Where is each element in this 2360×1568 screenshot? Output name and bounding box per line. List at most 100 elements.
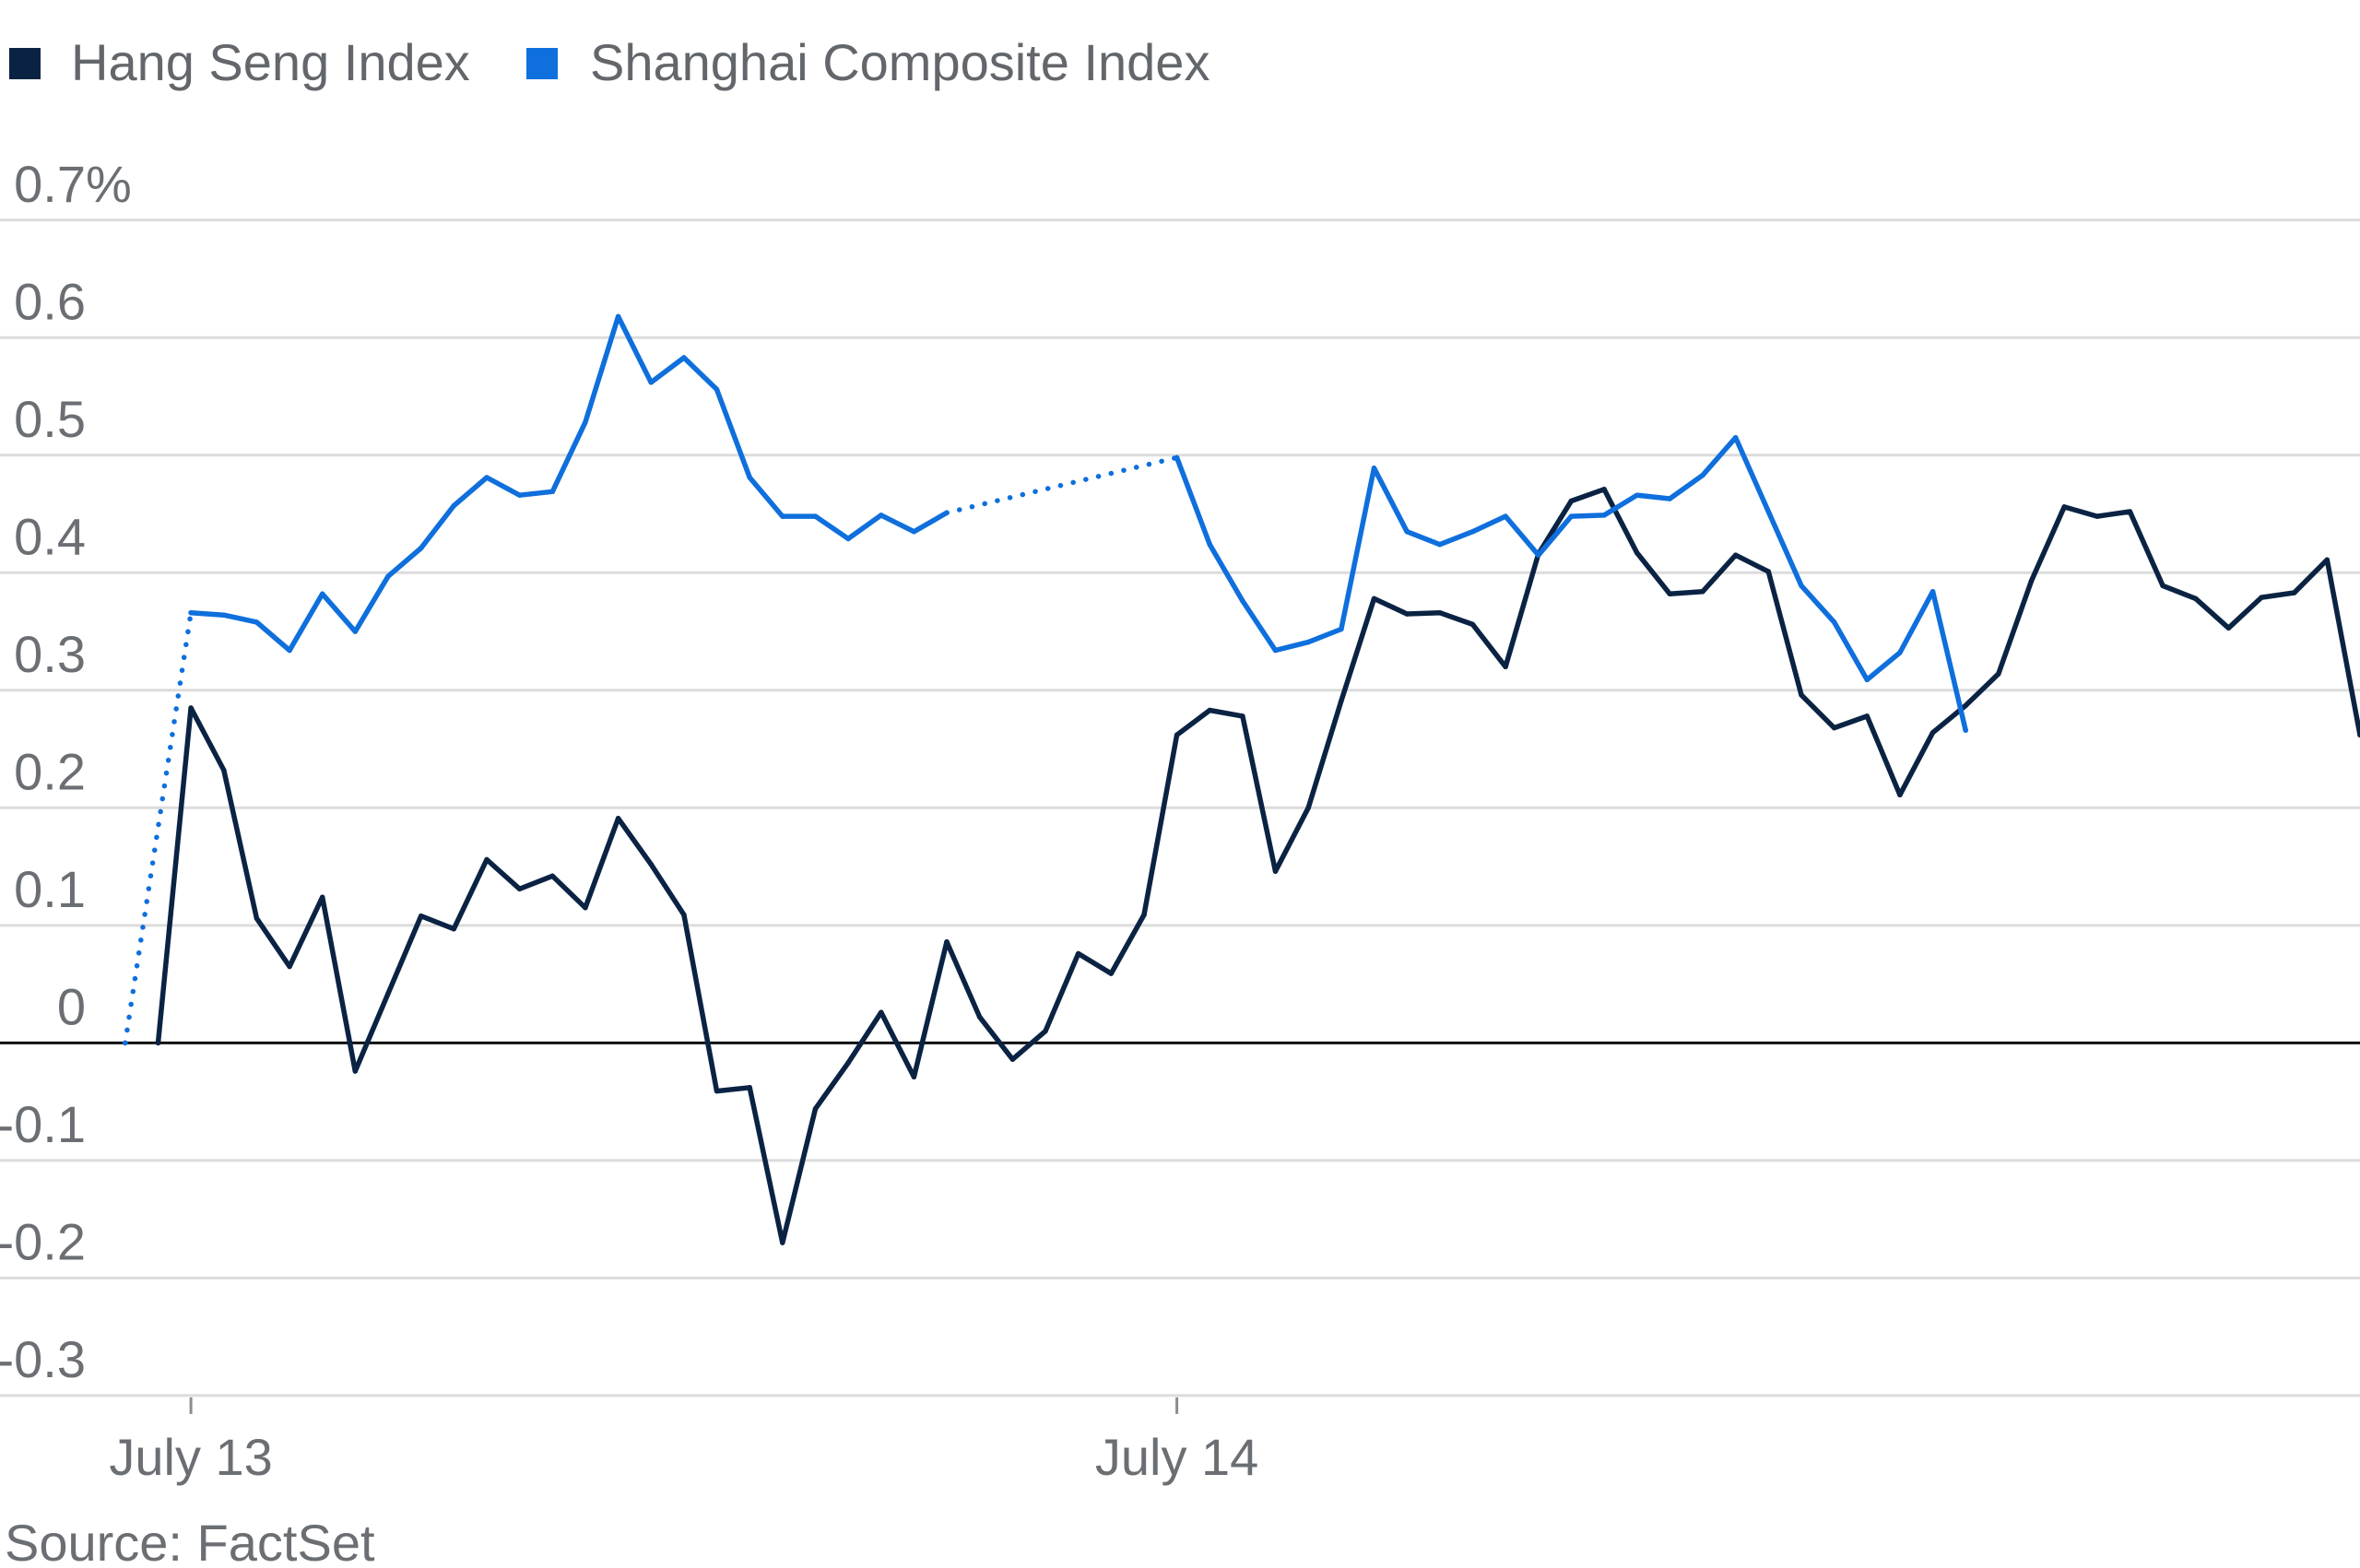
hang-seng-index-data-point bbox=[2028, 578, 2035, 584]
legend: Hang Seng Index Shanghai Composite Index bbox=[9, 33, 1210, 91]
gridlines bbox=[0, 218, 2360, 1397]
hang-seng-index-data-point bbox=[2324, 557, 2330, 563]
shanghai-composite-index-data-point bbox=[1799, 583, 1804, 589]
shanghai-composite-index-series bbox=[123, 313, 1968, 1046]
source-note: Source: FactSet bbox=[5, 1514, 375, 1568]
hang-seng-index-line bbox=[155, 487, 2360, 1245]
hang-seng-index-data-point bbox=[1141, 912, 1147, 918]
legend-label-hang-seng-index: Hang Seng Index bbox=[71, 33, 470, 91]
x-tick-label: July 14 bbox=[1095, 1428, 1258, 1486]
hang-seng-index-data-point bbox=[319, 894, 325, 901]
hang-seng-index-data-point bbox=[1305, 805, 1311, 811]
hang-seng-index-data-point bbox=[1799, 692, 1804, 698]
hang-seng-index-data-point bbox=[648, 861, 654, 867]
hang-seng-index-data-point bbox=[1996, 671, 2001, 677]
shanghai-composite-index-data-point bbox=[516, 492, 523, 498]
shanghai-composite-index-data-point bbox=[944, 510, 950, 516]
shanghai-composite-index-data-point bbox=[549, 489, 556, 495]
shanghai-composite-index-data-point bbox=[451, 502, 457, 509]
hang-seng-index-data-point bbox=[1469, 621, 1476, 628]
shanghai-composite-index-data-point bbox=[418, 545, 424, 551]
shanghai-composite-index-data-point bbox=[1568, 513, 1575, 519]
hang-seng-index-data-point bbox=[155, 1040, 161, 1046]
shanghai-composite-index-data-point bbox=[1404, 528, 1410, 535]
shanghai-composite-index-line bbox=[1174, 434, 1968, 733]
shanghai-composite-index-data-point bbox=[1864, 677, 1870, 683]
shanghai-composite-index-data-point bbox=[1339, 626, 1344, 632]
hang-seng-index-data-point bbox=[352, 1068, 359, 1074]
shanghai-composite-index-data-point bbox=[1174, 454, 1180, 461]
legend-item-hang-seng-index: Hang Seng Index bbox=[9, 33, 470, 91]
shanghai-composite-index-data-point bbox=[1963, 727, 1968, 733]
shanghai-composite-index-data-point bbox=[1536, 552, 1541, 558]
hang-seng-index-data-point bbox=[1700, 588, 1705, 595]
shanghai-composite-index-data-point bbox=[1897, 650, 1903, 655]
hang-seng-index-data-point bbox=[1667, 591, 1673, 597]
y-tick-label: 0.6 bbox=[14, 272, 86, 330]
hang-seng-index-data-point bbox=[2193, 595, 2199, 602]
shanghai-composite-index-data-point bbox=[714, 386, 720, 393]
hang-seng-index-data-point bbox=[2225, 625, 2232, 631]
hang-seng-index-data-point bbox=[1240, 713, 1245, 719]
shanghai-composite-index-data-point bbox=[681, 355, 687, 360]
hang-seng-index-data-point bbox=[583, 904, 588, 911]
shanghai-composite-index-data-point bbox=[1667, 496, 1673, 501]
hang-seng-index-data-point bbox=[188, 705, 194, 711]
hang-seng-index-data-point bbox=[1929, 729, 1936, 736]
x-tick-label: July 13 bbox=[109, 1428, 272, 1486]
hang-seng-index-data-point bbox=[287, 963, 292, 970]
hang-seng-index-data-point bbox=[2357, 732, 2360, 738]
hang-seng-index-data-point bbox=[221, 767, 227, 773]
hang-seng-index-data-point bbox=[2291, 590, 2297, 595]
shanghai-composite-index-data-point bbox=[1831, 619, 1837, 625]
y-tick-label: 0.1 bbox=[14, 860, 86, 918]
hang-seng-index-data-point bbox=[385, 991, 391, 996]
legend-swatch-shanghai-composite-index bbox=[526, 48, 558, 79]
shanghai-composite-index-gap-connector bbox=[123, 609, 194, 1046]
hang-seng-index-data-point bbox=[911, 1074, 917, 1080]
shanghai-composite-index-data-point bbox=[1732, 434, 1739, 441]
hang-seng-index-data-point bbox=[1503, 664, 1508, 670]
shanghai-composite-index-data-point bbox=[287, 647, 292, 654]
hang-seng-index-data-point bbox=[1108, 971, 1115, 976]
hang-seng-index-data-point bbox=[976, 1014, 983, 1020]
hang-seng-index-data-point bbox=[254, 915, 260, 921]
hang-seng-index-data-point bbox=[1897, 792, 1903, 798]
y-tick-label: 0.3 bbox=[14, 625, 86, 683]
shanghai-composite-index-data-point bbox=[319, 591, 325, 597]
hang-seng-index-data-point bbox=[1404, 611, 1410, 617]
shanghai-composite-index-data-point bbox=[1240, 598, 1245, 604]
shanghai-composite-index-data-point bbox=[1207, 541, 1213, 548]
y-tick-label: 0.2 bbox=[14, 742, 86, 800]
y-tick-label: 0.4 bbox=[14, 507, 86, 565]
y-tick-label: 0.7% bbox=[14, 155, 132, 213]
shanghai-composite-index-data-point bbox=[1765, 509, 1772, 514]
hang-seng-index-data-point bbox=[1601, 487, 1607, 492]
x-axis: July 13 July 14 bbox=[109, 1397, 1258, 1486]
shanghai-composite-index-data-point bbox=[254, 619, 260, 625]
hang-seng-index-data-point bbox=[1339, 698, 1344, 704]
shanghai-composite-index-data-point bbox=[188, 609, 194, 616]
shanghai-composite-index-data-point bbox=[1272, 647, 1279, 654]
hang-seng-index-data-point bbox=[2259, 595, 2264, 600]
hang-seng-index-data-point bbox=[1174, 732, 1180, 738]
hang-seng-index-data-point bbox=[2127, 509, 2133, 514]
hang-seng-index-series bbox=[155, 487, 2360, 1245]
shanghai-composite-index-data-point bbox=[1305, 639, 1311, 645]
shanghai-composite-index-data-point bbox=[1371, 466, 1377, 471]
hang-seng-index-data-point bbox=[1043, 1028, 1048, 1034]
shanghai-composite-index-data-point bbox=[812, 513, 819, 519]
shanghai-composite-index-data-point bbox=[911, 528, 917, 535]
hang-seng-index-data-point bbox=[747, 1085, 752, 1091]
shanghai-composite-index-data-point bbox=[1469, 528, 1476, 535]
hang-seng-index-data-point bbox=[1864, 713, 1870, 719]
shanghai-composite-index-data-point bbox=[845, 536, 851, 542]
hang-seng-index-data-point bbox=[1075, 950, 1081, 957]
y-tick-label: -0.3 bbox=[0, 1330, 86, 1388]
shanghai-composite-index-data-point bbox=[1700, 472, 1705, 478]
shanghai-composite-index-data-point bbox=[879, 513, 884, 518]
hang-seng-index-data-point bbox=[1272, 868, 1279, 874]
shanghai-composite-index-data-point bbox=[123, 1040, 128, 1046]
hang-seng-index-data-point bbox=[1207, 707, 1213, 713]
